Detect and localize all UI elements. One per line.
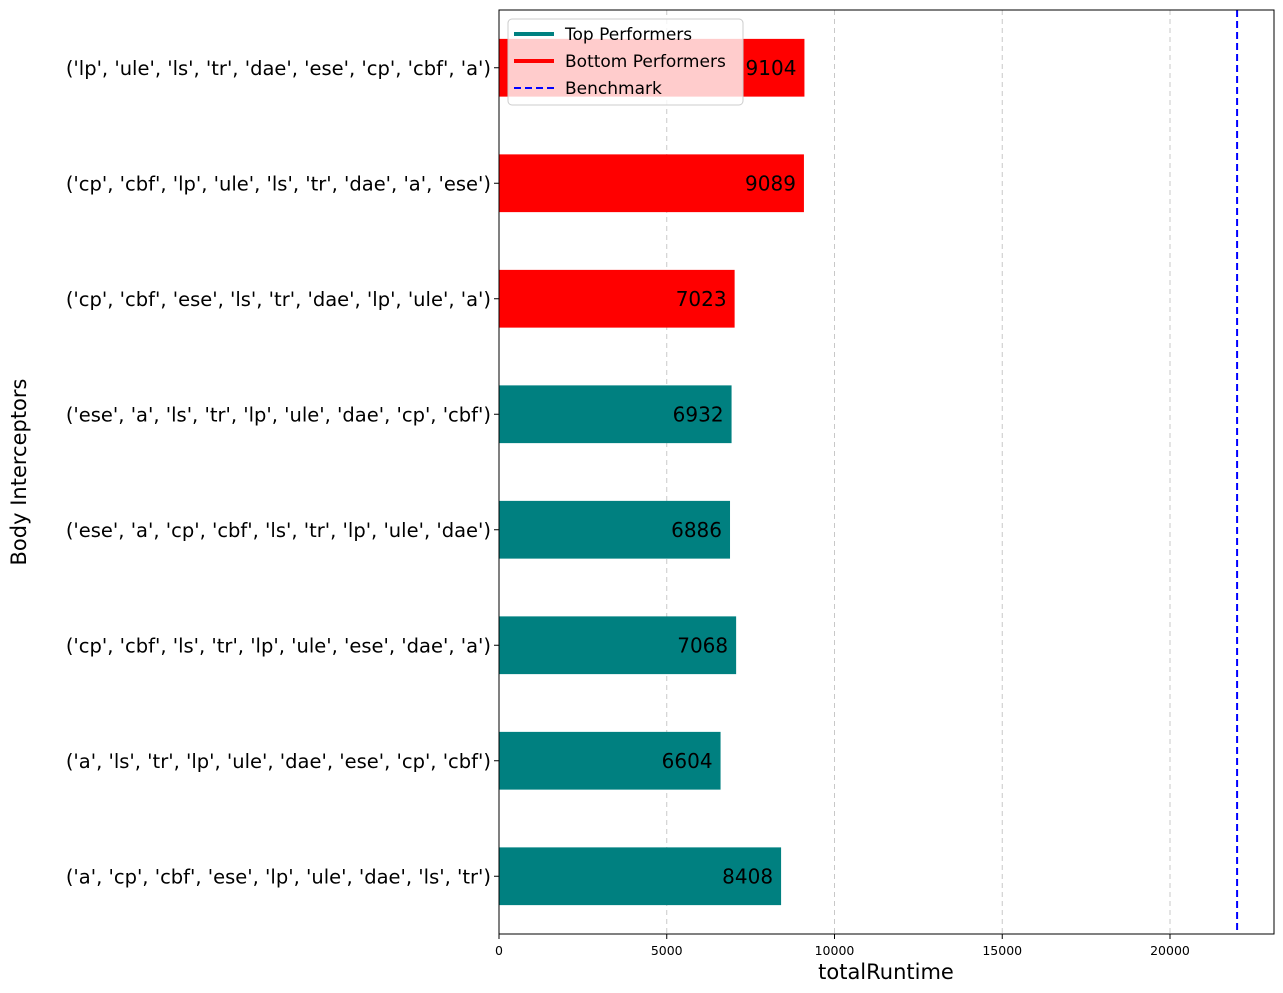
y-category-label-7: ('a', 'cp', 'cbf', 'ese', 'lp', 'ule', '…	[66, 865, 491, 888]
legend-box	[507, 18, 744, 106]
value-labels: 9104 9089 7023 6932 6886 7068 6604 8408	[662, 56, 797, 889]
bar-4	[499, 500, 731, 559]
bar-value-label-6: 6604	[662, 749, 713, 773]
bar-1	[499, 154, 804, 213]
y-category-label-1: ('cp', 'cbf', 'lp', 'ule', 'ls', 'tr', '…	[66, 172, 491, 195]
bar-5	[499, 616, 737, 675]
y-category-label-5: ('cp', 'cbf', 'ls', 'tr', 'lp', 'ule', '…	[66, 634, 491, 657]
y-axis-category-labels: ('lp', 'ule', 'ls', 'tr', 'dae', 'ese', …	[66, 57, 499, 888]
y-category-label-0: ('lp', 'ule', 'ls', 'tr', 'dae', 'ese', …	[66, 57, 491, 80]
x-tick-label-2: 10000	[815, 943, 855, 958]
x-tick-label-0: 0	[495, 943, 503, 958]
bar-2	[499, 269, 735, 328]
x-axis-label: totalRuntime	[818, 960, 954, 984]
y-category-label-2: ('cp', 'cbf', 'ese', 'ls', 'tr', 'dae', …	[66, 288, 491, 311]
y-category-label-3: ('ese', 'a', 'ls', 'tr', 'lp', 'ule', 'd…	[66, 403, 491, 426]
y-category-label-6: ('a', 'ls', 'tr', 'lp', 'ule', 'dae', 'e…	[66, 750, 491, 773]
legend-label-2: Benchmark	[565, 79, 662, 99]
bars	[499, 38, 805, 906]
bar-value-label-4: 6886	[671, 518, 722, 542]
y-category-label-4: ('ese', 'a', 'cp', 'cbf', 'ls', 'tr', 'l…	[66, 519, 491, 542]
legend-label-0: Top Performers	[564, 25, 692, 45]
bar-value-label-5: 7068	[677, 633, 728, 657]
legend-label-1: Bottom Performers	[565, 52, 726, 72]
bar-value-label-7: 8408	[722, 864, 773, 888]
bar-6	[499, 731, 721, 790]
x-tick-label-3: 15000	[982, 943, 1022, 958]
bar-7	[499, 847, 782, 906]
x-tick-label-4: 20000	[1150, 943, 1190, 958]
bar-value-label-0: 9104	[746, 56, 797, 80]
bar-value-label-1: 9089	[745, 171, 796, 195]
x-axis-ticks: 0 5000 10000 15000 20000	[495, 934, 1190, 958]
bar-value-label-2: 7023	[676, 287, 727, 311]
grid-lines	[666, 10, 1171, 934]
plot-frame	[498, 9, 1275, 935]
bar-value-label-3: 6932	[673, 402, 724, 426]
bar-3	[499, 385, 732, 444]
y-axis-label: Body Interceptors	[7, 379, 31, 566]
legend: Top Performers Bottom Performers Benchmark	[507, 18, 744, 106]
x-tick-label-1: 5000	[651, 943, 683, 958]
